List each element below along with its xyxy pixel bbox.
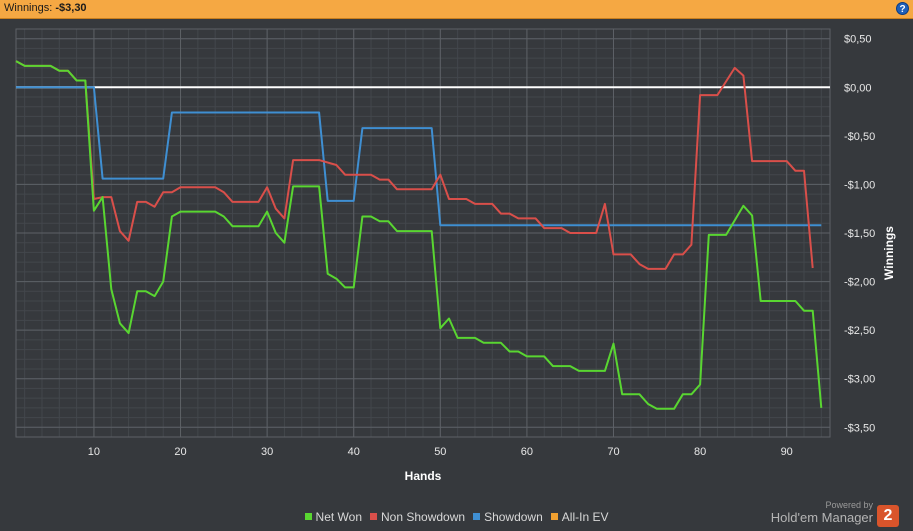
legend-swatch (304, 513, 312, 520)
x-axis-label: Hands (405, 469, 442, 483)
y-axis-label: Winnings (882, 226, 896, 280)
y-tick-label: -$0,50 (844, 131, 875, 143)
winnings-chart: $0,50 $0,00 -$0,50 -$1,00 -$1,50 -$2,00 -$2,50… (15, 28, 896, 483)
x-tick-label: 70 (607, 446, 619, 458)
winnings-label: Winnings: (4, 2, 53, 14)
powered-by-text: Powered by (825, 500, 873, 510)
y-tick-label: -$2,00 (844, 277, 875, 289)
brand-name: Hold'em Manager (770, 510, 873, 525)
legend-item[interactable]: Showdown (473, 510, 543, 524)
legend-item[interactable]: Non Showdown (370, 510, 465, 524)
legend-label: Net Won (315, 510, 362, 524)
x-tick-label: 90 (781, 446, 793, 458)
y-tick-label: $0,00 (844, 82, 872, 94)
legend-label: All-In EV (561, 510, 609, 524)
chart-series (15, 60, 823, 410)
x-tick-label: 50 (434, 446, 446, 458)
legend-item[interactable]: All-In EV (550, 510, 609, 524)
chart-grid (15, 28, 831, 438)
winnings-summary: Winnings: -$3,30 (4, 2, 87, 14)
y-tick-label: -$3,50 (844, 422, 875, 434)
x-tick-label: 30 (261, 446, 273, 458)
help-question-icon[interactable]: ? (896, 2, 909, 15)
x-tick-label: 20 (174, 446, 186, 458)
y-tick-label: -$1,00 (844, 179, 875, 191)
x-axis-ticks: 10 20 30 40 50 60 70 80 90 (88, 446, 793, 458)
y-tick-label: -$2,50 (844, 325, 875, 337)
branding: Powered by Hold'em Manager (771, 500, 873, 525)
x-tick-label: 80 (694, 446, 706, 458)
legend-label: Showdown (484, 510, 543, 524)
y-axis-ticks: $0,50 $0,00 -$0,50 -$1,00 -$1,50 -$2,00 -$2,50… (844, 34, 875, 435)
legend-label: Non Showdown (381, 510, 466, 524)
legend-item[interactable]: Net Won (304, 510, 362, 524)
winnings-value: -$3,30 (55, 2, 87, 14)
series-line-net-won (15, 60, 823, 410)
plot-frame (15, 28, 831, 438)
series-line-non-showdown (15, 60, 814, 270)
y-tick-label: -$3,00 (844, 374, 875, 386)
x-tick-label: 10 (88, 446, 100, 458)
chart-legend: Net Won Non Showdown Showdown All-In EV (0, 510, 913, 524)
brand-logo-icon: 2 (877, 505, 899, 527)
winnings-header: Winnings: -$3,30 ? (0, 0, 913, 19)
y-tick-label: -$1,50 (844, 228, 875, 240)
x-tick-label: 40 (348, 446, 360, 458)
series-line-showdown (16, 86, 822, 227)
legend-swatch (473, 513, 481, 520)
y-tick-label: $0,50 (844, 34, 872, 46)
legend-swatch (370, 513, 377, 520)
x-tick-label: 60 (521, 446, 533, 458)
legend-swatch (550, 513, 558, 520)
